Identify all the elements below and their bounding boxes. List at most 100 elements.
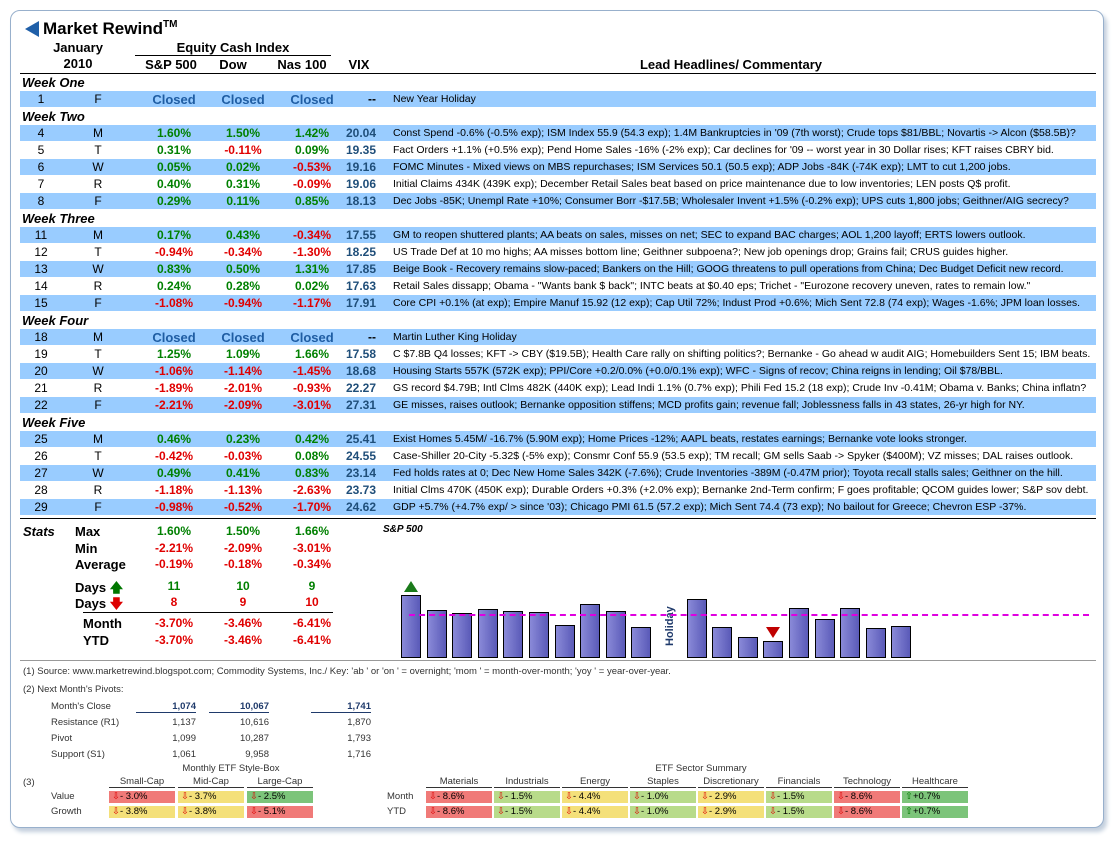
vix-value: 17.63 bbox=[345, 279, 376, 293]
vix-value: 23.73 bbox=[345, 483, 376, 497]
arrow-down-icon: ⇩ bbox=[429, 791, 437, 802]
sector-row-label: YTD bbox=[387, 806, 406, 817]
pivot-label: Support (S1) bbox=[51, 749, 105, 760]
stats-label: Stats bbox=[23, 524, 55, 539]
arrow-down-icon: ⇩ bbox=[181, 806, 189, 817]
day-number: 11 bbox=[34, 228, 48, 242]
arrow-down-icon: ⇩ bbox=[769, 806, 777, 817]
table-row: 22 F -2.21% -2.09% -3.01% 27.31 GE misses, rai… bbox=[20, 397, 1096, 413]
sp-change: 0.40% bbox=[156, 177, 192, 191]
weekday: F bbox=[94, 92, 102, 106]
dow-change: -0.11% bbox=[224, 143, 262, 157]
dow-header: Dow bbox=[219, 57, 247, 72]
day-number: 29 bbox=[34, 500, 48, 514]
chart-bar bbox=[554, 625, 575, 658]
sector-col-header: Staples bbox=[630, 776, 696, 788]
sector-cell: ⇧+0.7% bbox=[902, 791, 968, 803]
sp-change: 1.25% bbox=[156, 347, 192, 361]
table-row: 13 W 0.83% 0.50% 1.31% 17.85 Beige Book - Reco… bbox=[20, 261, 1096, 277]
header-divider bbox=[20, 73, 1096, 74]
table-row: 1 F Closed Closed Closed -- New Year Holiday bbox=[20, 91, 1096, 107]
dow-change: 0.31% bbox=[225, 177, 261, 191]
sp-change: -2.21% bbox=[154, 398, 194, 412]
day-number: 12 bbox=[34, 245, 48, 259]
average-nas: -0.34% bbox=[292, 557, 332, 571]
weekday: T bbox=[94, 449, 102, 463]
nas-change: 1.31% bbox=[294, 262, 330, 276]
ytd-label: YTD bbox=[83, 633, 109, 648]
style-cell-value: - 3.0% bbox=[119, 791, 148, 802]
pivot-nas: 1,793 bbox=[347, 733, 371, 744]
sector-cell: ⇩- 2.9% bbox=[698, 791, 764, 803]
average-label: Average bbox=[75, 557, 126, 572]
sector-cell: ⇩- 8.6% bbox=[834, 806, 900, 818]
day-number: 28 bbox=[34, 483, 48, 497]
day-number: 1 bbox=[37, 92, 45, 106]
dow-change: 0.41% bbox=[225, 466, 261, 480]
weekday: R bbox=[93, 279, 103, 293]
dow-change: 0.23% bbox=[225, 432, 261, 446]
style-cell: ⇩- 2.5% bbox=[247, 791, 313, 803]
vix-value: 19.06 bbox=[345, 177, 376, 191]
sp-change: -1.18% bbox=[154, 483, 194, 497]
headline-text: Housing Starts 557K (572K exp); PPI/Core… bbox=[393, 365, 1003, 377]
table-row: 29 F -0.98% -0.52% -1.70% 24.62 GDP +5.7% (+4.… bbox=[20, 499, 1096, 515]
sector-row-label: Month bbox=[387, 791, 414, 802]
sector-cell-value: - 1.5% bbox=[776, 791, 805, 802]
sp-change: -0.42% bbox=[154, 449, 194, 463]
table-row: 5 T 0.31% -0.11% 0.09% 19.35 Fact Orders +1.1%… bbox=[20, 142, 1096, 158]
table-row: 4 M 1.60% 1.50% 1.42% 20.04 Const Spend -0.6% … bbox=[20, 125, 1096, 141]
max-label: Max bbox=[75, 524, 101, 539]
sector-col-header: Technology bbox=[834, 776, 900, 788]
sector-cell-value: - 1.5% bbox=[504, 806, 533, 817]
report-title: Market RewindTM bbox=[43, 19, 177, 39]
day-number: 13 bbox=[34, 262, 48, 276]
market-rewind-logo-icon bbox=[25, 21, 39, 37]
arrow-down-icon: ⇩ bbox=[250, 791, 258, 802]
nas-change: -1.70% bbox=[292, 500, 332, 514]
day-number: 18 bbox=[34, 330, 48, 344]
sector-cell-value: +0.7% bbox=[912, 791, 941, 802]
days-up-text: Days bbox=[75, 580, 107, 595]
pivots-title: (2) Next Month's Pivots: bbox=[23, 684, 124, 695]
pivot-label: Month's Close bbox=[51, 701, 111, 712]
pivot-dow: 10,616 bbox=[239, 717, 269, 728]
dow-change: 1.09% bbox=[225, 347, 261, 361]
week-header: Week One bbox=[11, 75, 1101, 91]
nas-change: -0.09% bbox=[292, 177, 332, 191]
sector-cell-value: - 4.4% bbox=[572, 791, 601, 802]
ytd-sp: -3.70% bbox=[154, 633, 194, 647]
day-number: 4 bbox=[37, 126, 45, 140]
pivot-nas: 1,716 bbox=[347, 749, 371, 760]
vix-value: 18.25 bbox=[345, 245, 376, 259]
report-frame: Market RewindTM January 2010 Equity Cash… bbox=[10, 10, 1104, 828]
table-row: 25 M 0.46% 0.23% 0.42% 25.41 Exist Homes 5.45M… bbox=[20, 431, 1096, 447]
style-cell-value: - 5.1% bbox=[257, 806, 286, 817]
min-dow: -2.09% bbox=[223, 541, 263, 555]
vix-value: 25.41 bbox=[345, 432, 376, 446]
sector-cell-value: - 1.0% bbox=[640, 806, 669, 817]
weekday: F bbox=[94, 194, 102, 208]
vix-value: 17.85 bbox=[345, 262, 376, 276]
vix-value: 23.14 bbox=[345, 466, 376, 480]
arrow-down-icon: ⇩ bbox=[181, 791, 189, 802]
weekday: W bbox=[92, 364, 104, 378]
min-marker-icon bbox=[766, 626, 781, 638]
chart-bar bbox=[631, 626, 652, 658]
table-row: 14 R 0.24% 0.28% 0.02% 17.63 Retail Sales diss… bbox=[20, 278, 1096, 294]
vix-value: 17.55 bbox=[345, 228, 376, 242]
chart-bar bbox=[891, 625, 912, 658]
sp500-bar-chart: Holiday bbox=[391, 536, 1091, 658]
week-header: Week Five bbox=[11, 415, 1101, 431]
dow-change: -2.01% bbox=[223, 381, 263, 395]
holiday-label: Holiday bbox=[664, 606, 676, 646]
pivot-dow: 9,958 bbox=[245, 749, 269, 760]
week-header: Week Four bbox=[11, 313, 1101, 329]
sector-col-header: Energy bbox=[562, 776, 628, 788]
day-number: 27 bbox=[34, 466, 48, 480]
sp-header: S&P 500 bbox=[145, 57, 197, 72]
sector-cell-value: - 1.0% bbox=[640, 791, 669, 802]
chart-bar bbox=[712, 626, 733, 658]
sector-cell: ⇧+0.7% bbox=[902, 806, 968, 818]
sector-col-header: Healthcare bbox=[902, 776, 968, 788]
